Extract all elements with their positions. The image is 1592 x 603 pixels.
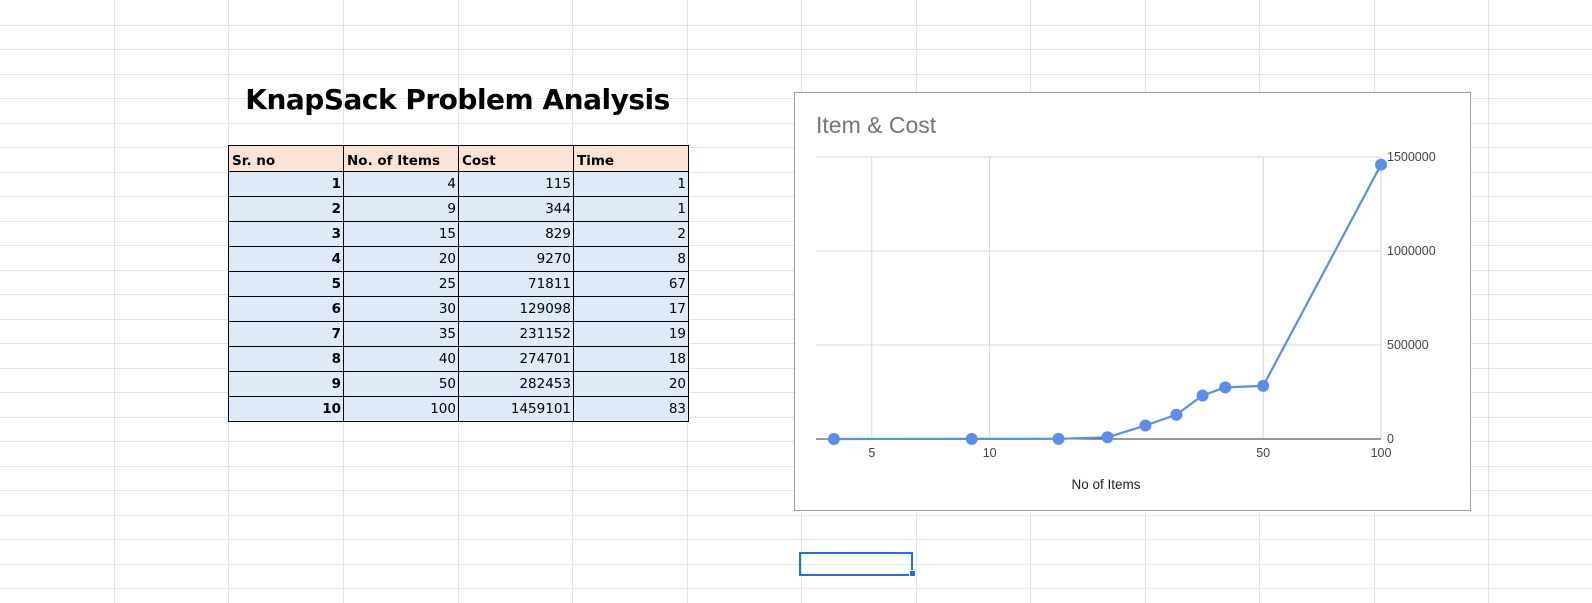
data-point[interactable]: [1257, 379, 1270, 392]
header-time[interactable]: Time: [573, 145, 689, 172]
cell-no-of-items[interactable]: 50: [343, 371, 459, 397]
cell-cost[interactable]: 282453: [458, 371, 574, 397]
data-point[interactable]: [1375, 158, 1387, 171]
table-row: 4 20 9270 8: [228, 246, 689, 272]
cell-cost[interactable]: 9270: [458, 246, 574, 272]
cell-time[interactable]: 18: [573, 346, 689, 372]
table-row: 2 9 344 1: [228, 196, 689, 222]
data-point[interactable]: [965, 432, 978, 445]
table-row: 10 100 1459101 83: [228, 396, 689, 422]
table-header-row: Sr. no No. of Items Cost Time: [228, 145, 689, 172]
cell-sr-no[interactable]: 4: [228, 246, 344, 272]
series-line: [833, 164, 1382, 441]
y-tick-label: 500000: [1387, 338, 1429, 352]
cell-sr-no[interactable]: 8: [228, 346, 344, 372]
data-point[interactable]: [1219, 381, 1232, 394]
y-tick-label: 1000000: [1387, 244, 1436, 258]
chart-title: Item & Cost: [816, 112, 937, 138]
cell-sr-no[interactable]: 1: [228, 171, 344, 197]
cell-no-of-items[interactable]: 20: [343, 246, 459, 272]
cell-time[interactable]: 2: [573, 221, 689, 247]
cell-time[interactable]: 19: [573, 321, 689, 347]
cell-sr-no[interactable]: 2: [228, 196, 344, 222]
cell-time[interactable]: 20: [573, 371, 689, 397]
cell-no-of-items[interactable]: 35: [343, 321, 459, 347]
x-tick-label: 50: [1256, 446, 1270, 460]
cell-cost[interactable]: 115: [458, 171, 574, 197]
cell-time[interactable]: 67: [573, 271, 689, 297]
cell-cost[interactable]: 231152: [458, 321, 574, 347]
cell-sr-no[interactable]: 6: [228, 296, 344, 322]
cell-no-of-items[interactable]: 15: [343, 221, 459, 247]
y-tick-label: 0: [1387, 432, 1394, 446]
cell-cost[interactable]: 129098: [458, 296, 574, 322]
x-tick-label: 5: [868, 446, 875, 460]
fill-handle[interactable]: [909, 570, 916, 577]
table-row: 1 4 115 1: [228, 171, 689, 197]
cell-no-of-items[interactable]: 4: [343, 171, 459, 197]
sheet-title: KnapSack Problem Analysis: [245, 83, 670, 116]
header-sr-no[interactable]: Sr. no: [228, 145, 344, 172]
header-cost[interactable]: Cost: [458, 145, 574, 172]
table-row: 3 15 829 2: [228, 221, 689, 247]
cell-no-of-items[interactable]: 25: [343, 271, 459, 297]
cell-cost[interactable]: 829: [458, 221, 574, 247]
table-row: 5 25 71811 67: [228, 271, 689, 297]
table-row: 9 50 282453 20: [228, 371, 689, 397]
chart-canvas: 0 500000 1000000 1500000 5 10 50 100 Item & Co…: [816, 112, 1436, 492]
cell-cost[interactable]: 274701: [458, 346, 574, 372]
cell-time[interactable]: 17: [573, 296, 689, 322]
cell-cost[interactable]: 344: [458, 196, 574, 222]
cell-sr-no[interactable]: 5: [228, 271, 344, 297]
table-row: 8 40 274701 18: [228, 346, 689, 372]
selected-cell[interactable]: [799, 552, 913, 576]
y-tick-label: 1500000: [1387, 150, 1436, 164]
cell-time[interactable]: 83: [573, 396, 689, 422]
cell-sr-no[interactable]: 9: [228, 371, 344, 397]
data-point[interactable]: [1139, 419, 1152, 432]
x-tick-label: 10: [983, 446, 997, 460]
data-point[interactable]: [1196, 389, 1209, 402]
cell-sr-no[interactable]: 7: [228, 321, 344, 347]
cell-cost[interactable]: 71811: [458, 271, 574, 297]
cell-time[interactable]: 8: [573, 246, 689, 272]
table-row: 7 35 231152 19: [228, 321, 689, 347]
data-point[interactable]: [1052, 432, 1065, 445]
x-axis-label: No of Items: [1071, 477, 1140, 492]
cell-time[interactable]: 1: [573, 171, 689, 197]
x-tick-label: 100: [1371, 446, 1392, 460]
cell-no-of-items[interactable]: 100: [343, 396, 459, 422]
data-point[interactable]: [1170, 408, 1183, 421]
header-no-of-items[interactable]: No. of Items: [343, 145, 459, 172]
cell-time[interactable]: 1: [573, 196, 689, 222]
data-table: Sr. no No. of Items Cost Time 1 4 115 1 2 9 34…: [228, 145, 689, 422]
item-cost-chart[interactable]: 0 500000 1000000 1500000 5 10 50 100 Item & Co…: [794, 92, 1471, 511]
cell-no-of-items[interactable]: 30: [343, 296, 459, 322]
cell-cost[interactable]: 1459101: [458, 396, 574, 422]
cell-sr-no[interactable]: 10: [228, 396, 344, 422]
cell-no-of-items[interactable]: 9: [343, 196, 459, 222]
cell-no-of-items[interactable]: 40: [343, 346, 459, 372]
data-point[interactable]: [1101, 431, 1114, 444]
table-row: 6 30 129098 17: [228, 296, 689, 322]
data-point[interactable]: [827, 432, 840, 445]
cell-sr-no[interactable]: 3: [228, 221, 344, 247]
